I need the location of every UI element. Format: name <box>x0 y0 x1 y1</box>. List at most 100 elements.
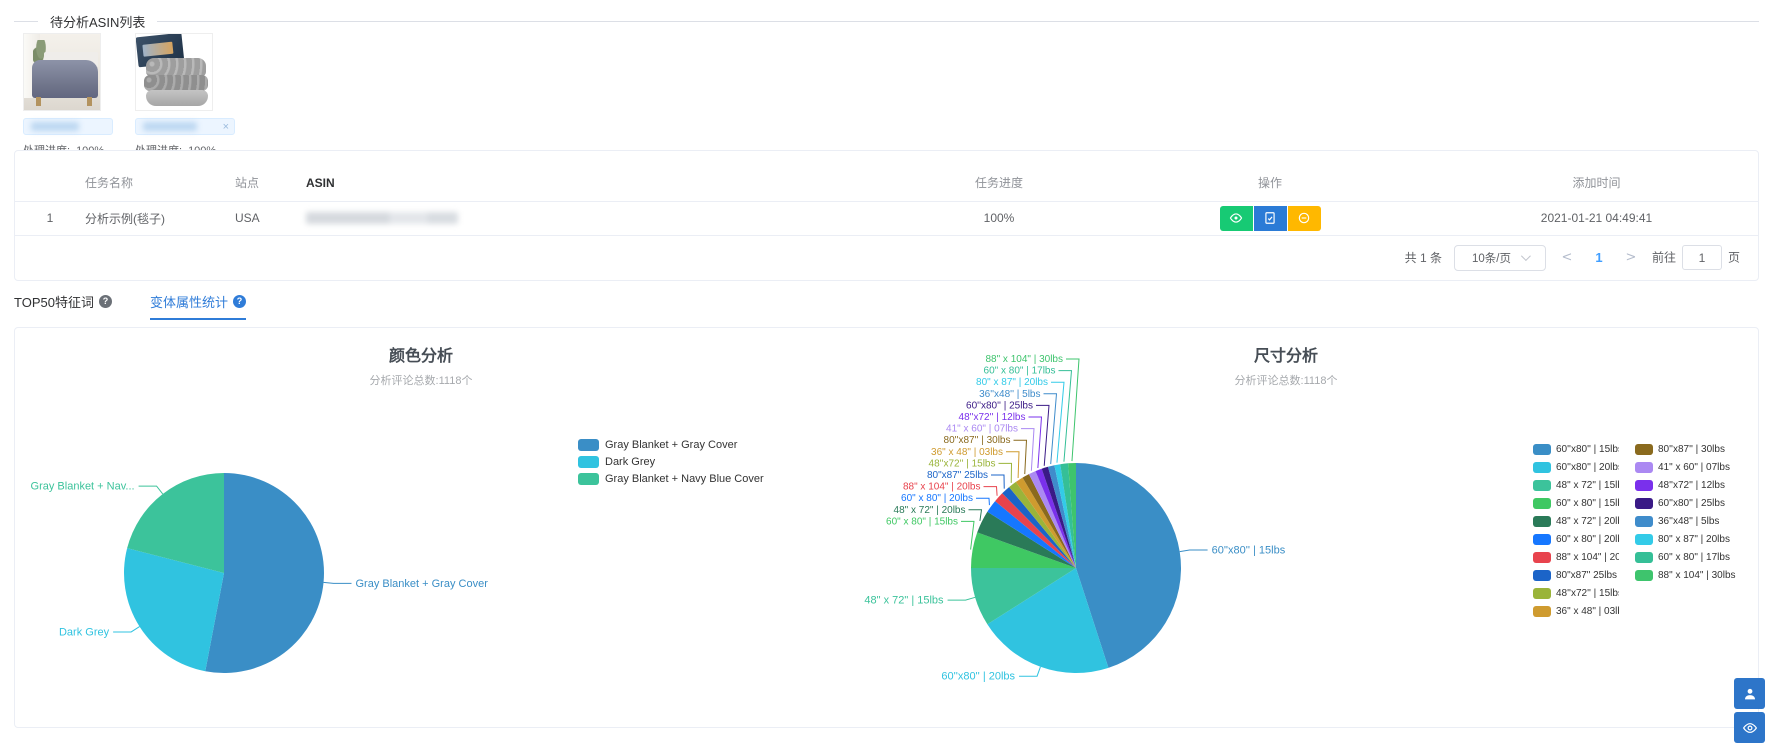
charts-panel: 颜色分析 分析评论总数:1118个 尺寸分析 分析评论总数:1118个 Gray… <box>14 327 1759 728</box>
pie-callout-label: 88" x 104" | 30lbs <box>985 354 1063 365</box>
pie-slice <box>987 501 1076 568</box>
pie-slice <box>1035 468 1076 568</box>
legend-swatch <box>1533 443 1551 455</box>
chart-title-text: 颜色分析 <box>388 348 453 365</box>
pie-callout-label: Dark Grey <box>59 626 110 638</box>
legend-item[interactable]: 60" x 80" | 20lbs <box>1533 530 1619 548</box>
legend-swatch <box>578 438 599 451</box>
pie-callout-label: 60''x80'' | 25lbs <box>966 400 1033 411</box>
legend-swatch <box>1533 479 1551 491</box>
legend-label: 48''x72'' | 15lbs <box>1556 587 1619 599</box>
masked-asin <box>306 212 458 224</box>
row-index: 1 <box>15 201 85 236</box>
legend-item[interactable]: 80" x 87" | 20lbs <box>1635 530 1738 548</box>
actions-cell <box>1105 201 1435 236</box>
legend-swatch <box>1533 461 1551 473</box>
pie-slice <box>1060 463 1076 568</box>
document-icon <box>1265 212 1275 224</box>
view-button[interactable] <box>1219 205 1253 231</box>
size-chart-legend-col1: 60''x80'' | 15lbs 60''x80'' | 20lbs 48" x … <box>1533 440 1619 620</box>
legend-item[interactable]: 36''x48'' | 5lbs <box>1635 512 1738 530</box>
legend-label: 48" x 72" | 15lbs <box>1556 479 1619 491</box>
pie-callout-label: 88" x 104" | 20lbs <box>903 482 981 493</box>
legend-item[interactable]: 41" x 60" | 07lbs <box>1635 458 1738 476</box>
divider-line <box>157 21 1759 22</box>
legend-item[interactable]: 60" x 80" | 17lbs <box>1635 548 1738 566</box>
legend-swatch <box>1533 605 1551 617</box>
col-progress: 任务进度 <box>893 165 1105 202</box>
pie-slice <box>123 548 224 672</box>
legend-swatch <box>1533 497 1551 509</box>
legend-label: 60''x80'' | 25lbs <box>1658 497 1725 509</box>
col-actions: 操作 <box>1105 165 1435 202</box>
legend-label: 48" x 72" | 20lbs <box>1556 515 1619 527</box>
legend-item[interactable]: 60''x80'' | 20lbs <box>1533 458 1619 476</box>
legend-item[interactable]: 48''x72'' | 12lbs <box>1635 476 1738 494</box>
asin-tag[interactable]: × <box>135 118 235 135</box>
pie-slice <box>971 532 1076 568</box>
legend-item[interactable]: 60''x80'' | 15lbs <box>1533 440 1619 458</box>
legend-item[interactable]: 88" x 104" | 30lbs <box>1635 566 1738 584</box>
legend-item[interactable]: 88" x 104" | 20lbs <box>1533 548 1619 566</box>
pagination: 共 1 条 10条/页 < 1 > 前往 页 <box>15 236 1758 280</box>
disable-button[interactable] <box>1287 205 1321 231</box>
help-icon[interactable]: ? <box>232 294 246 308</box>
legend-label: 60''x80'' | 20lbs <box>1556 461 1619 473</box>
prev-page-button[interactable]: < <box>1561 250 1573 265</box>
photo-decor <box>146 90 208 106</box>
pie-slice <box>1076 463 1181 668</box>
tabs: TOP50特征词 ? 变体属性统计 ? <box>14 290 246 320</box>
pie-callout-label: Gray Blanket + Nav... <box>31 481 135 493</box>
legend-item[interactable]: Gray Blanket + Gray Cover <box>578 436 764 453</box>
asin-tag[interactable] <box>23 118 113 135</box>
legend-item[interactable]: Dark Grey <box>578 453 764 470</box>
user-button[interactable] <box>1734 678 1765 709</box>
page-size-select[interactable]: 10条/页 <box>1453 244 1546 271</box>
goto-page-input[interactable] <box>1681 245 1722 270</box>
legend-swatch <box>1635 515 1653 527</box>
product-image[interactable] <box>135 33 213 111</box>
legend-swatch <box>1635 479 1653 491</box>
tab-variant-stats[interactable]: 变体属性统计 ? <box>149 290 246 320</box>
col-index <box>15 165 85 202</box>
photo-decor <box>36 97 41 106</box>
size-chart-legend-col2: 80''x87'' | 30lbs 41" x 60" | 07lbs 48''x7… <box>1635 440 1738 584</box>
legend-item[interactable]: 60" x 80" | 15lbs <box>1533 494 1619 512</box>
added-time: 2021-01-21 04:49:41 <box>1435 201 1758 236</box>
user-icon <box>1744 688 1755 699</box>
report-button[interactable] <box>1253 205 1287 231</box>
legend-swatch <box>1635 443 1653 455</box>
tab-top50-keywords[interactable]: TOP50特征词 ? <box>14 290 112 320</box>
legend-item[interactable]: 48''x72'' | 15lbs <box>1533 584 1619 602</box>
site: USA <box>235 201 293 236</box>
legend-label: 41" x 60" | 07lbs <box>1658 461 1730 473</box>
section-title: 待分析ASIN列表 <box>50 15 146 30</box>
chart-subtitle-text: 分析评论总数:1118个 <box>1234 375 1338 387</box>
next-page-button[interactable]: > <box>1625 250 1637 265</box>
legend-item[interactable]: 48" x 72" | 20lbs <box>1533 512 1619 530</box>
legend-swatch <box>1533 533 1551 545</box>
legend-item[interactable]: 60''x80'' | 25lbs <box>1635 494 1738 512</box>
pie-callout-label: 60''x80'' | 20lbs <box>941 671 1015 683</box>
pie-slice <box>1009 481 1076 568</box>
legend-label: 60" x 80" | 15lbs <box>1556 497 1619 509</box>
legend-label: 80''x87'' | 30lbs <box>1658 443 1725 455</box>
pie-callout-label: 48" x 72" | 20lbs <box>894 505 966 516</box>
pie-callout-label: 60" x 80" | 15lbs <box>886 516 958 527</box>
table-row: 1 分析示例(毯子) USA 100% <box>15 201 1758 236</box>
help-icon[interactable]: ? <box>98 294 112 308</box>
legend-item[interactable]: 36" x 48" | 03lbs <box>1533 602 1619 620</box>
col-task-name: 任务名称 <box>85 165 235 202</box>
task-progress: 100% <box>893 201 1105 236</box>
legend-item[interactable]: Gray Blanket + Navy Blue Cover <box>578 470 764 487</box>
close-icon[interactable]: × <box>222 121 229 133</box>
legend-item[interactable]: 80''x87'' | 30lbs <box>1635 440 1738 458</box>
watch-button[interactable] <box>1734 712 1765 743</box>
product-image[interactable] <box>23 33 101 111</box>
pie-callout-label: 60''x80'' | 15lbs <box>1212 545 1286 557</box>
pie-slice <box>205 473 324 673</box>
legend-item[interactable]: 80"x87" 25lbs <box>1533 566 1619 584</box>
page-number-1[interactable]: 1 <box>1595 250 1603 265</box>
legend-item[interactable]: 48" x 72" | 15lbs <box>1533 476 1619 494</box>
photo-decor <box>146 58 206 76</box>
